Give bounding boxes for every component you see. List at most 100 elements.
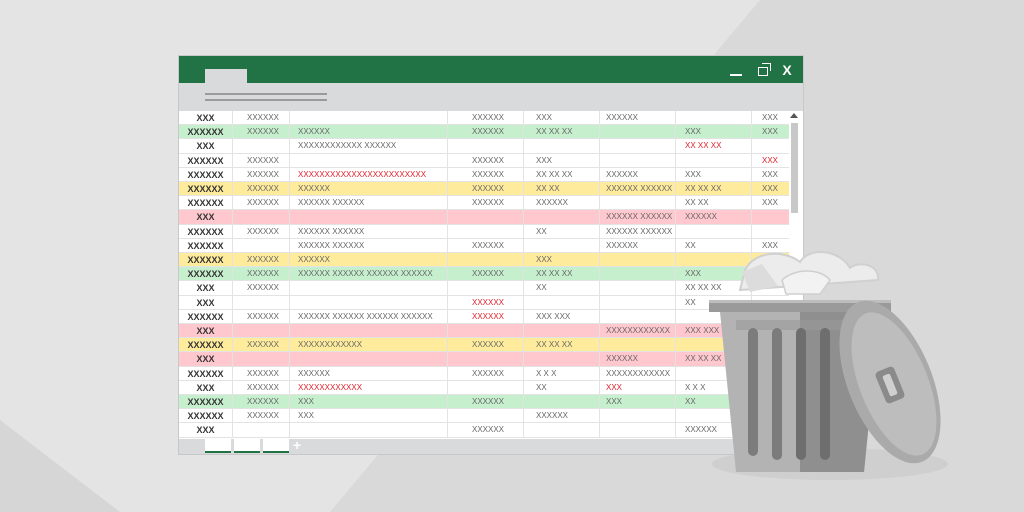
table-cell[interactable] — [600, 196, 676, 211]
table-cell[interactable]: XXX — [762, 155, 779, 165]
table-cell[interactable]: XXXXXX XXXXXX — [290, 196, 448, 211]
table-cell[interactable]: XXXXXX — [448, 267, 524, 282]
table-cell[interactable]: XX XX — [524, 182, 600, 196]
row-key-cell[interactable]: XXXXXX — [179, 153, 233, 168]
row-key-cell[interactable]: XXX — [179, 139, 233, 154]
table-row[interactable]: XXXXXX XXXXXX XXXXXX XXXXXX XXXXXX XXXXXX X… — [179, 309, 789, 324]
table-row[interactable]: XXXXXX XXXXXX XXX XXXXXX — [179, 409, 789, 424]
table-cell[interactable] — [448, 253, 524, 267]
row-key-cell[interactable]: XXXXXX — [179, 224, 233, 239]
scroll-up-icon[interactable] — [790, 113, 798, 118]
restore-button[interactable] — [755, 60, 773, 80]
table-cell[interactable] — [448, 224, 524, 239]
table-cell[interactable]: XXX — [524, 253, 600, 267]
table-cell[interactable] — [524, 139, 600, 154]
table-cell[interactable] — [448, 380, 524, 395]
table-cell[interactable]: XX — [524, 380, 600, 395]
table-row[interactable]: XXX XXXXXXXXXXXX XXX XXX — [179, 324, 789, 339]
table-cell[interactable]: XXX — [290, 409, 448, 424]
table-cell[interactable]: XXX — [762, 113, 779, 122]
table-cell[interactable] — [290, 295, 448, 310]
table-cell[interactable]: XXXXXX — [233, 253, 290, 267]
table-row[interactable]: XXX XXXXXX XX — [179, 295, 789, 310]
row-key-cell[interactable]: XXX — [179, 423, 233, 438]
table-row[interactable]: XXX XXXXXX XXXXXX XXXXXX — [179, 210, 789, 225]
table-cell[interactable]: X X X — [524, 366, 600, 381]
table-cell[interactable]: XXXXXX — [448, 153, 524, 168]
table-cell[interactable]: XXXXXX — [448, 395, 524, 409]
table-cell[interactable] — [676, 111, 752, 125]
table-cell[interactable]: XXX XXX — [524, 309, 600, 324]
table-row[interactable]: XXX XXXXXX XX XX XX XX — [179, 281, 789, 296]
table-cell[interactable] — [233, 139, 290, 154]
table-cell[interactable]: XXXXXX — [233, 182, 290, 196]
table-cell[interactable]: XXXXXXXXXXXX — [290, 338, 448, 353]
table-cell[interactable]: XXXXXX — [233, 395, 290, 409]
table-cell[interactable] — [600, 338, 676, 353]
table-cell[interactable] — [448, 139, 524, 154]
table-cell[interactable]: XXXXXXXXXXXX XXXXXX — [290, 139, 448, 154]
row-key-cell[interactable]: XXXXXX — [179, 338, 233, 353]
table-cell[interactable]: XXXXXX — [448, 182, 524, 196]
table-cell[interactable] — [448, 210, 524, 225]
table-cell[interactable]: XXXXXX — [448, 111, 524, 125]
table-cell[interactable]: XXXXXX — [448, 167, 524, 182]
table-cell[interactable]: XXXXXXXXXXXX — [600, 324, 676, 338]
table-cell[interactable]: XXX — [600, 395, 676, 409]
table-row[interactable]: XXX XXXXXXXXXXXX XXXXXX XX XX XX — [179, 139, 789, 154]
table-cell[interactable]: XX XX — [676, 196, 752, 211]
table-cell[interactable]: XXXXXX — [233, 309, 290, 324]
table-row[interactable]: XXXXXX XXXXXX XXXXXX XXXXXX XX XXXXXX XXXXXX — [179, 224, 789, 239]
table-cell[interactable] — [600, 125, 676, 140]
table-cell[interactable] — [524, 423, 600, 438]
table-cell[interactable]: XXXXXX — [600, 111, 676, 125]
table-cell[interactable]: XXXXXX — [290, 253, 448, 267]
table-row[interactable]: XXX XXXXXX XXXXXXXXXXXX XX XXX X X X — [179, 380, 789, 395]
table-cell[interactable] — [752, 225, 789, 239]
row-key-cell[interactable]: XXXXXX — [179, 167, 233, 182]
row-key-cell[interactable]: XXXXXX — [179, 409, 233, 424]
table-row[interactable]: XXXXXX XXXXXX XXX XXXXXX XXX XX — [179, 395, 789, 410]
table-cell[interactable] — [600, 267, 676, 282]
table-cell[interactable]: XXX — [676, 125, 752, 140]
table-cell[interactable]: XX XX XX — [524, 167, 600, 182]
table-cell[interactable] — [676, 224, 752, 239]
table-cell[interactable]: XXXXXX XXXXXX XXXXXX XXXXXX — [290, 267, 448, 282]
table-cell[interactable]: XXXXXX — [233, 267, 290, 282]
table-cell[interactable] — [448, 281, 524, 296]
table-cell[interactable]: XXXXXX — [448, 196, 524, 211]
table-cell[interactable] — [448, 324, 524, 338]
table-cell[interactable]: XXXXXX — [233, 380, 290, 395]
table-cell[interactable]: XXXXXX — [233, 125, 290, 140]
table-cell[interactable] — [290, 281, 448, 296]
table-cell[interactable] — [290, 324, 448, 338]
close-button[interactable]: X — [782, 62, 792, 78]
sheet-tab[interactable] — [263, 439, 289, 453]
table-cell[interactable]: XXXXXX — [676, 210, 752, 225]
table-row[interactable]: XXXXXX XXXXXX XXXXXX XXXXXX XX XX XX XXX XXX — [179, 125, 789, 140]
table-row[interactable]: XXXXXX XXXXXX XXXXXX XXXXXX XXXXXX XXXXXX X… — [179, 267, 789, 282]
table-cell[interactable] — [448, 352, 524, 367]
table-cell[interactable]: XXXXXX XXXXXX — [290, 238, 448, 253]
table-cell[interactable] — [600, 309, 676, 324]
table-cell[interactable]: XXXXXX XXXXXX — [600, 210, 676, 225]
row-key-cell[interactable]: XXXXXX — [179, 238, 233, 253]
row-key-cell[interactable]: XXXXXX — [179, 182, 233, 196]
table-row[interactable]: XXXXXX XXXXXX XXXXXX XXXXXX XXXXXX XX XXX — [179, 238, 789, 253]
table-cell[interactable] — [676, 153, 752, 168]
sheet-tab[interactable] — [234, 439, 260, 453]
table-cell[interactable]: XXXXXX — [233, 409, 290, 424]
table-cell[interactable]: XXXXXX — [233, 338, 290, 353]
row-key-cell[interactable]: XXX — [179, 352, 233, 367]
scrollbar-thumb[interactable] — [791, 123, 798, 213]
table-row[interactable]: XXXXXX XXXXXX XXXXXX XXXXXX XX XX XXXXXX XXXX… — [179, 182, 789, 197]
table-cell[interactable] — [600, 139, 676, 154]
ribbon-tab[interactable] — [205, 69, 247, 83]
table-cell[interactable]: XX XX XX — [524, 267, 600, 282]
table-cell[interactable] — [524, 295, 600, 310]
row-key-cell[interactable]: XXXXXX — [179, 267, 233, 282]
table-cell[interactable]: XXXXXX — [448, 338, 524, 353]
table-cell[interactable] — [600, 153, 676, 168]
table-cell[interactable]: XXXXXX — [233, 153, 290, 168]
row-key-cell[interactable]: XXX — [179, 324, 233, 338]
